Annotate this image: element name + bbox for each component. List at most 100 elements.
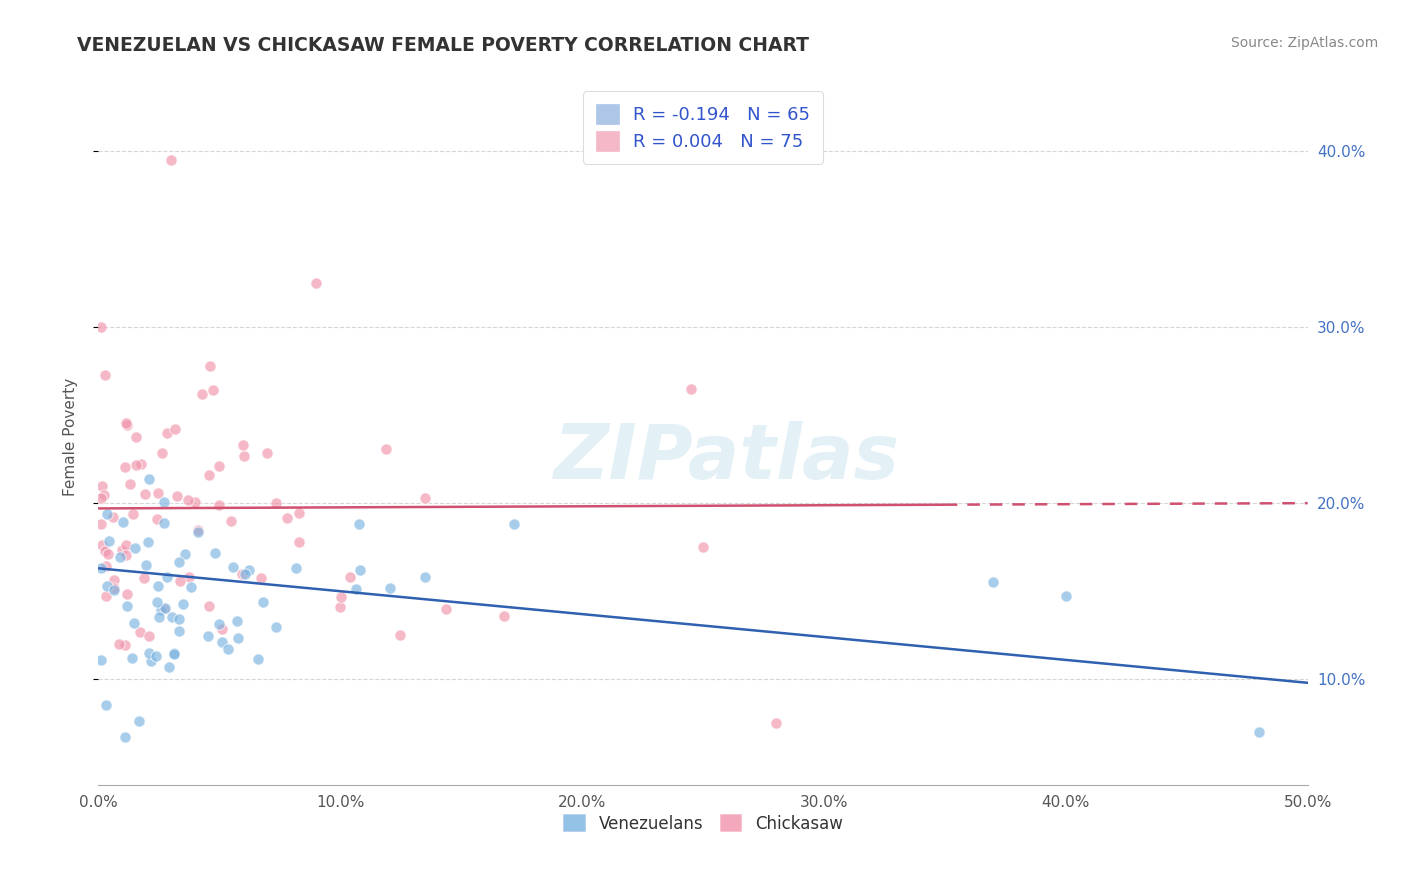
Point: [285, 561, 308, 575]
Point: [256, 446, 278, 460]
Point: [494, 609, 516, 624]
Point: [138, 646, 160, 660]
Point: [101, 510, 124, 524]
Point: [97, 533, 120, 548]
Point: [388, 628, 411, 642]
Point: [138, 629, 160, 643]
Point: [217, 642, 239, 657]
Text: Source: ZipAtlas.com: Source: ZipAtlas.com: [1230, 36, 1378, 50]
Point: [330, 590, 353, 604]
Point: [153, 516, 176, 530]
Legend: Venezuelans, Chickasaw: Venezuelans, Chickasaw: [557, 808, 849, 839]
Point: [179, 570, 201, 584]
Point: [208, 498, 231, 512]
Point: [124, 541, 146, 555]
Point: [238, 563, 260, 577]
Point: [211, 634, 233, 648]
Point: [202, 383, 225, 397]
Point: [90, 652, 112, 666]
Point: [502, 517, 524, 532]
Point: [111, 543, 134, 558]
Point: [1054, 590, 1077, 604]
Point: [208, 458, 231, 473]
Point: [115, 587, 138, 601]
Point: [114, 459, 136, 474]
Point: [252, 595, 274, 609]
Point: [187, 523, 209, 537]
Point: [180, 580, 202, 594]
Point: [172, 597, 194, 611]
Point: [153, 495, 176, 509]
Point: [246, 651, 269, 665]
Point: [169, 574, 191, 589]
Point: [90, 561, 112, 575]
Point: [225, 614, 247, 628]
Point: [349, 563, 371, 577]
Point: [375, 442, 398, 456]
Point: [94, 698, 117, 713]
Point: [94, 544, 117, 558]
Point: [138, 472, 160, 486]
Point: [128, 714, 150, 728]
Point: [197, 629, 219, 643]
Point: [94, 558, 117, 573]
Point: [249, 571, 271, 585]
Point: [165, 422, 187, 436]
Point: [167, 624, 190, 638]
Point: [93, 488, 115, 502]
Point: [155, 600, 177, 615]
Point: [166, 489, 188, 503]
Point: [103, 581, 125, 595]
Point: [434, 602, 457, 616]
Point: [94, 589, 117, 603]
Point: [197, 599, 219, 613]
Point: [96, 578, 118, 592]
Point: [132, 571, 155, 585]
Point: [134, 487, 156, 501]
Point: [288, 535, 311, 549]
Text: VENEZUELAN VS CHICKASAW FEMALE POVERTY CORRELATION CHART: VENEZUELAN VS CHICKASAW FEMALE POVERTY C…: [77, 36, 810, 54]
Point: [287, 506, 309, 520]
Point: [90, 479, 112, 493]
Point: [163, 647, 186, 661]
Point: [413, 570, 436, 584]
Point: [276, 511, 298, 525]
Point: [124, 430, 146, 444]
Point: [200, 359, 222, 373]
Point: [169, 555, 191, 569]
Point: [146, 512, 169, 526]
Point: [97, 547, 120, 561]
Point: [208, 616, 231, 631]
Point: [413, 491, 436, 505]
Point: [90, 516, 112, 531]
Point: [145, 595, 167, 609]
Point: [197, 468, 219, 483]
Point: [177, 493, 200, 508]
Point: [146, 578, 169, 592]
Point: [118, 477, 141, 491]
Point: [128, 625, 150, 640]
Point: [150, 446, 173, 460]
Point: [167, 612, 190, 626]
Point: [160, 153, 183, 167]
Point: [136, 534, 159, 549]
Point: [157, 660, 180, 674]
Point: [90, 538, 112, 552]
Point: [90, 491, 112, 506]
Point: [349, 517, 371, 532]
Point: [146, 486, 169, 500]
Point: [94, 368, 117, 382]
Point: [981, 575, 1004, 590]
Point: [103, 574, 125, 588]
Point: [163, 646, 186, 660]
Point: [174, 548, 197, 562]
Point: [344, 582, 367, 597]
Point: [378, 581, 401, 595]
Point: [148, 610, 170, 624]
Point: [219, 514, 242, 528]
Point: [115, 416, 138, 430]
Text: ZIPatlas: ZIPatlas: [554, 421, 900, 495]
Point: [232, 437, 254, 451]
Point: [232, 449, 254, 463]
Point: [139, 655, 162, 669]
